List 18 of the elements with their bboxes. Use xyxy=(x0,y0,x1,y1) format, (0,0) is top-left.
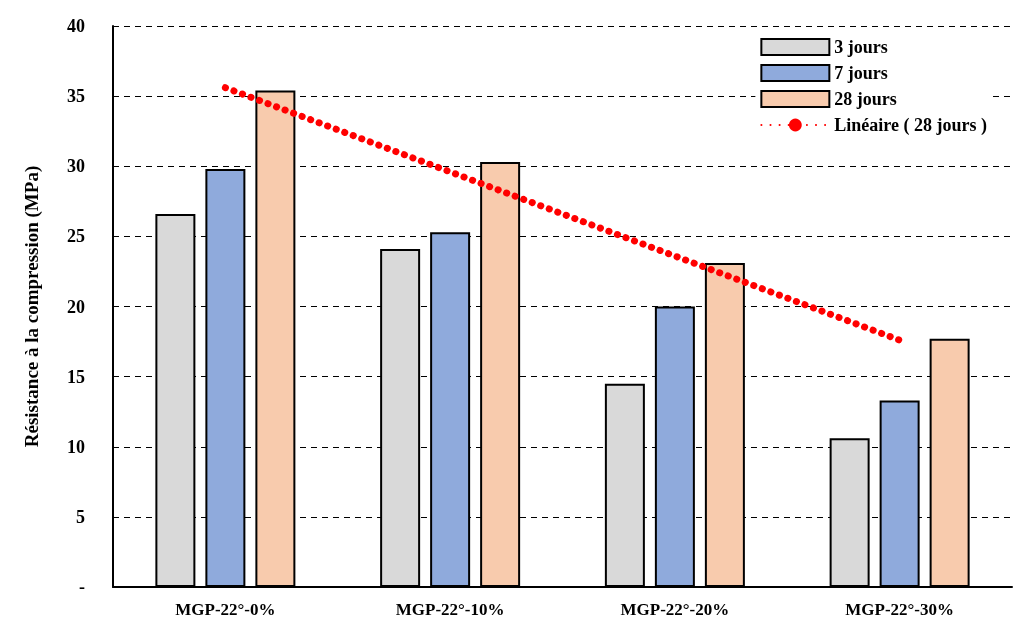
x-tick-label: MGP-22°-10% xyxy=(395,600,505,619)
y-tick-label: 35 xyxy=(67,86,85,107)
legend-label: 3 jours xyxy=(834,37,888,57)
y-tick-label: 5 xyxy=(76,506,85,527)
legend-label: 7 jours xyxy=(834,63,888,83)
x-tick-label: MGP-22°-0% xyxy=(175,600,276,619)
y-tick-label: 15 xyxy=(67,366,85,387)
y-tick-label: 40 xyxy=(67,16,85,36)
legend-label: 28 jours xyxy=(834,89,897,109)
legend-label: Linéaire ( 28 jours ) xyxy=(834,115,988,136)
y-axis-title: Résistance à la compression (MPa) xyxy=(21,165,43,448)
y-tick-label: 25 xyxy=(67,226,85,247)
y-tick-label: 10 xyxy=(67,436,85,457)
x-tick-label: MGP-22°-20% xyxy=(620,600,730,619)
y-tick-label: 30 xyxy=(67,156,85,177)
y-tick-label: 20 xyxy=(67,296,85,317)
y-tick-label: - xyxy=(79,577,85,597)
x-tick-label: MGP-22°-30% xyxy=(845,600,955,619)
